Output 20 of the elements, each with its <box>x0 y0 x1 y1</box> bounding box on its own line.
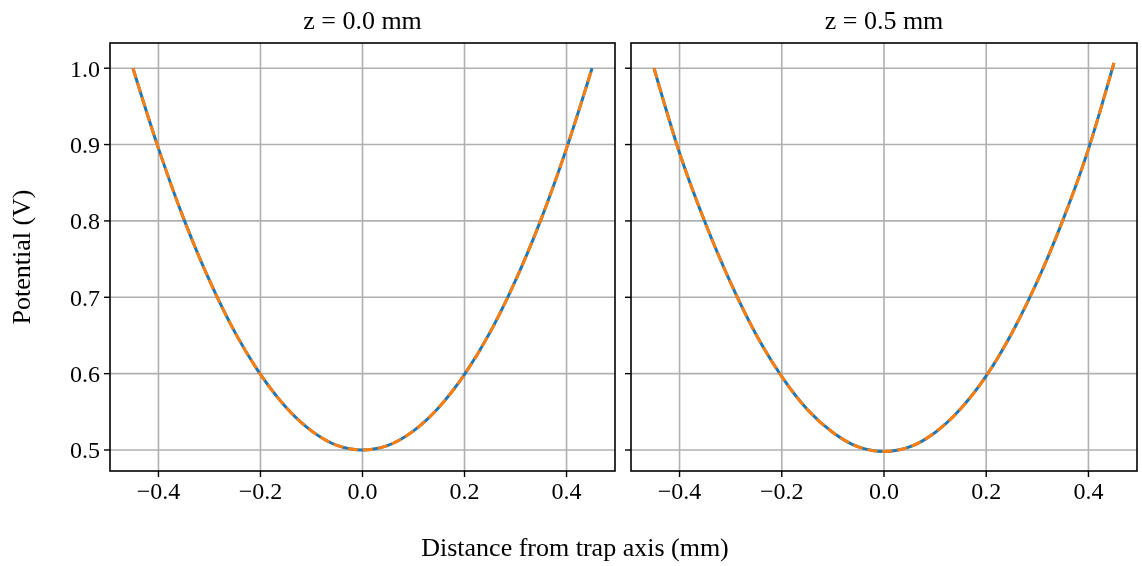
x-tick-label: −0.2 <box>760 478 804 504</box>
x-tick-label: 0.2 <box>449 478 480 504</box>
x-tick-label: −0.4 <box>657 478 702 504</box>
y-tick-label: 0.7 <box>70 284 100 311</box>
x-tick-label: 0.4 <box>551 478 582 504</box>
chart-title: z = 0.0 mm <box>303 6 422 35</box>
x-tick-label: 0.2 <box>971 478 1002 504</box>
chart-title: z = 0.5 mm <box>824 6 944 35</box>
y-tick-label: 1.0 <box>70 55 100 82</box>
y-tick-label: 0.8 <box>70 208 100 235</box>
x-axis-title: Distance from trap axis (mm) <box>421 533 729 562</box>
x-tick-label: 0.4 <box>1073 478 1104 504</box>
x-tick-label: 0.0 <box>347 478 378 504</box>
y-tick-label: 0.9 <box>70 131 100 158</box>
y-axis-title: Potential (V) <box>7 189 36 325</box>
y-tick-label: 0.5 <box>70 437 100 464</box>
x-tick-label: −0.4 <box>136 478 181 504</box>
y-tick-label: 0.6 <box>70 361 100 388</box>
x-tick-label: −0.2 <box>238 478 283 504</box>
x-tick-label: 0.0 <box>869 478 899 504</box>
